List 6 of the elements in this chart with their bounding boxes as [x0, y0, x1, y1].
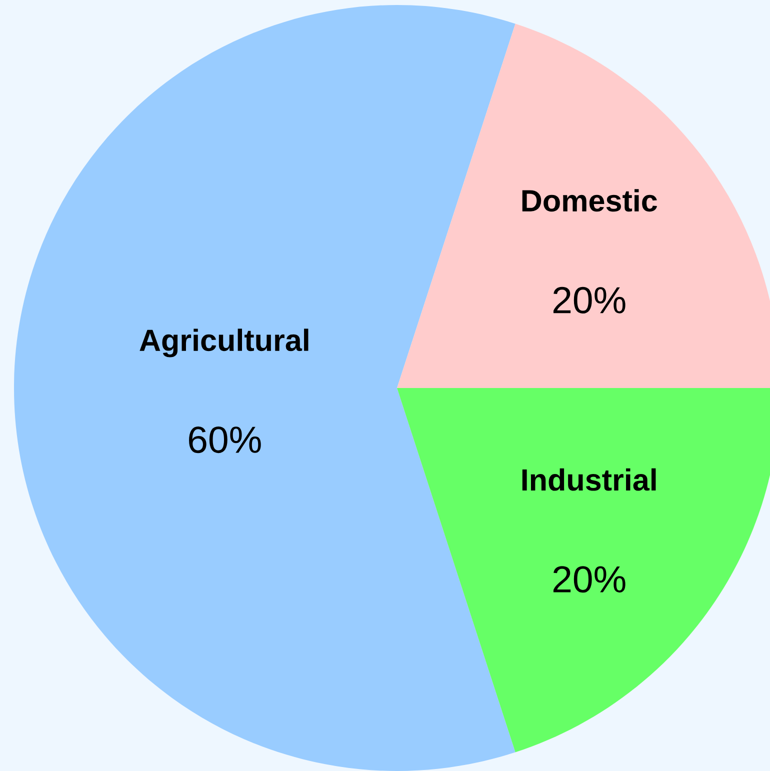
data-label: 20% — [553, 286, 626, 314]
data-label: 20% — [553, 566, 626, 593]
slice-label: Agricultural — [140, 328, 308, 358]
slice-label: Domestic — [522, 189, 657, 212]
data-label: 60% — [189, 426, 261, 454]
slice-label: Industrial — [522, 468, 656, 491]
